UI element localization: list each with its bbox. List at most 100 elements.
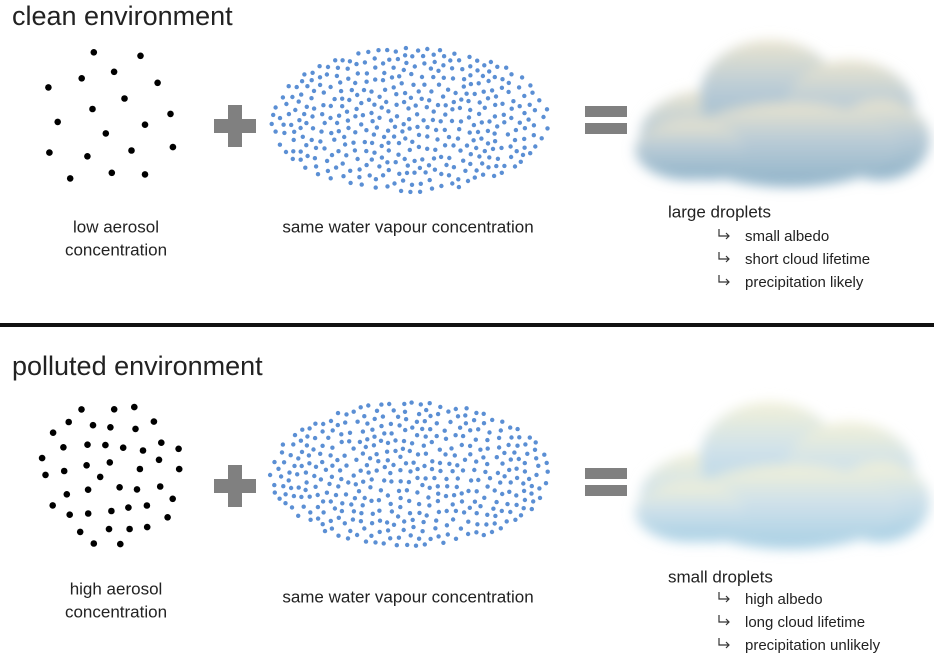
dot [403,410,407,414]
dot [492,174,496,178]
cloud [635,40,930,187]
dot [436,103,440,107]
dot [487,119,491,123]
dot [515,149,519,153]
dot [450,66,454,70]
dot [485,438,489,442]
dot [64,491,71,498]
dot [379,402,383,406]
dot [385,450,389,454]
dot [423,170,427,174]
dot [437,510,441,514]
dot [283,492,287,496]
dot [523,442,527,446]
dot [469,82,473,86]
dot [422,464,426,468]
dot [417,133,421,137]
dot [456,177,460,181]
dot [364,163,368,167]
dot [419,402,423,406]
dot [466,179,470,183]
dot [361,451,365,455]
dot [281,442,285,446]
dot [482,533,486,537]
dot [375,125,379,129]
dot [475,511,479,515]
dot [336,484,340,488]
dot [527,477,531,481]
dot [403,428,407,432]
dot [403,53,407,57]
dot [415,420,419,424]
plus-icon [214,105,256,147]
dot [468,444,472,448]
dot [106,526,113,533]
dot [459,119,463,123]
dot [430,467,434,471]
dot [462,510,466,514]
dot [351,141,355,145]
dot [54,119,61,126]
dot [500,102,504,106]
dot [494,164,498,168]
dot [393,125,397,129]
dot [144,524,151,531]
dot [308,510,312,514]
dot [402,100,406,104]
dot [305,434,309,438]
dot [336,149,340,153]
dot [312,106,316,110]
dot [523,469,527,473]
dot [373,65,377,69]
effect-label: small albedo [745,228,829,245]
dot [419,182,423,186]
dot [433,60,437,64]
dot [329,519,333,523]
dot [313,422,317,426]
dot [410,441,414,445]
dot [125,504,132,511]
dot [325,159,329,163]
dot [158,439,165,446]
dot [529,491,533,495]
dot [345,110,349,114]
dot [366,403,370,407]
dot [450,469,454,473]
dot [381,173,385,177]
dot [307,461,311,465]
result-title: large droplets [668,202,771,221]
panel-title: polluted environment [12,351,263,381]
dot [327,482,331,486]
dot [359,101,363,105]
dot [443,112,447,116]
dot [487,430,491,434]
dot [291,157,295,161]
dot [295,472,299,476]
dot [415,476,419,480]
dot [350,88,354,92]
dot [447,135,451,139]
dot [438,448,442,452]
equals-icon [585,106,627,117]
dot [533,144,537,148]
dot [385,160,389,164]
dot [482,412,486,416]
dot [411,461,415,465]
dot [513,138,517,142]
dot [321,422,325,426]
dot [386,458,390,462]
dot [108,508,115,515]
dot [137,53,144,60]
dot [313,156,317,160]
dot [299,439,303,443]
dot [393,449,397,453]
dot [303,166,307,170]
dot [460,67,464,71]
dot [427,163,431,167]
dot [369,111,373,115]
dot [507,81,511,85]
dot [283,501,287,505]
equals-icon [585,123,627,134]
dot [394,92,398,96]
dot [509,72,513,76]
